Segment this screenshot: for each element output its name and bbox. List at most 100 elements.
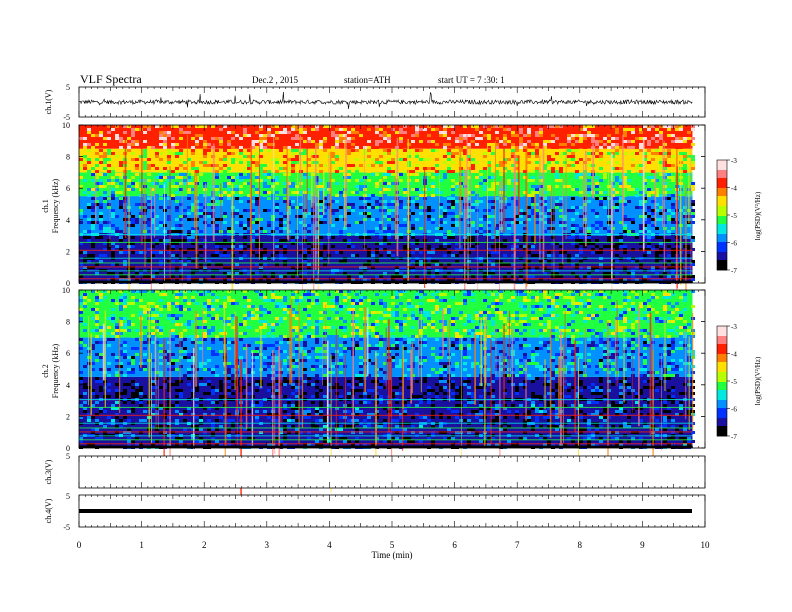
spectrogram-cell	[339, 212, 343, 215]
spectrogram-cell	[79, 404, 83, 407]
spectrogram-cell	[367, 212, 371, 215]
spectrogram-cell	[519, 161, 523, 164]
spectrogram-cell	[519, 215, 523, 218]
spectrogram-cell	[239, 149, 243, 152]
spectrogram-cell	[627, 272, 631, 275]
spectrogram-cell	[119, 386, 123, 389]
spectrogram-cell	[291, 239, 295, 242]
spectrogram-cell	[259, 254, 263, 257]
spectrogram-cell	[107, 131, 111, 134]
spectrogram-cell	[431, 134, 435, 137]
spectrogram-streak	[592, 143, 594, 199]
spectrogram-cell	[295, 215, 299, 218]
spectrogram-cell	[111, 353, 115, 356]
spectrogram-cell	[575, 206, 579, 209]
spectrogram-cell	[175, 209, 179, 212]
spectrogram-cell	[227, 146, 231, 149]
spectrogram-cell	[147, 206, 151, 209]
spectrogram-cell	[219, 170, 223, 173]
spectrogram-cell	[319, 242, 323, 245]
ch1-spec-ylabel-frequency: Frequency (kHz)	[51, 178, 60, 233]
spectrogram-cell	[255, 221, 259, 224]
spectrogram-cell	[667, 173, 671, 176]
spectrogram-cell	[683, 212, 687, 215]
spectrogram-cell	[151, 188, 155, 191]
spectrogram-cell	[583, 137, 587, 140]
spectrogram-cell	[227, 419, 231, 422]
spectrogram-cell	[271, 179, 275, 182]
spectrogram-cell	[407, 134, 411, 137]
spectrogram-cell	[251, 146, 255, 149]
spectrogram-cell	[651, 137, 655, 140]
spectrogram-cell	[419, 254, 423, 257]
spectrogram-cell	[203, 314, 207, 317]
spectrogram-cell	[223, 155, 227, 158]
spectrogram-cell	[467, 236, 471, 239]
spectrogram-cell	[119, 371, 123, 374]
spectrogram-cell	[555, 131, 559, 134]
spectrogram-cell	[111, 332, 115, 335]
spectrogram-cell	[127, 437, 131, 440]
spectrogram-cell	[315, 245, 319, 248]
spectrogram-cell	[243, 155, 247, 158]
spectrogram-cell	[275, 278, 279, 281]
spectrogram-cell	[607, 155, 611, 158]
spectrogram-cell	[119, 332, 123, 335]
spectrogram-cell	[171, 260, 175, 263]
spectrogram-cell	[163, 407, 167, 410]
spectrogram-cell	[523, 203, 527, 206]
spectrogram-cell	[235, 272, 239, 275]
spectrogram-streak	[297, 161, 298, 277]
spectrogram-cell	[267, 170, 271, 173]
spectrogram-cell	[611, 167, 615, 170]
spectrogram-cell	[287, 374, 291, 377]
spectrogram-cell	[111, 389, 115, 392]
spectrogram-cell	[591, 266, 595, 269]
spectrogram-cell	[131, 386, 135, 389]
spectrogram-cell	[123, 386, 127, 389]
spectrogram-cell	[387, 125, 391, 128]
spectrogram-cell	[191, 152, 195, 155]
spectrogram-cell	[547, 239, 551, 242]
spectrogram-cell	[487, 209, 491, 212]
spectrogram-cell	[339, 128, 343, 131]
spectrogram-cell	[415, 134, 419, 137]
spectrogram-streak	[186, 134, 188, 190]
spectrogram-cell	[647, 242, 651, 245]
spectrogram-cell	[283, 362, 287, 365]
spectrogram-cell	[243, 134, 247, 137]
spectrogram-cell	[295, 128, 299, 131]
spectrogram-cell	[311, 161, 315, 164]
spectrogram-cell	[663, 227, 667, 230]
spectrogram-cell	[271, 299, 275, 302]
spectrogram-cell	[415, 203, 419, 206]
spectrogram-cell	[159, 131, 163, 134]
spectrogram-cell	[271, 230, 275, 233]
spectrogram-cell	[643, 200, 647, 203]
spectrogram-cell	[299, 206, 303, 209]
spectrogram-cell	[371, 263, 375, 266]
spectrogram-cell	[187, 368, 191, 371]
spectrogram-cell	[587, 275, 591, 278]
spectrogram-cell	[367, 128, 371, 131]
spectrogram-cell	[119, 407, 123, 410]
spectrogram-cell	[623, 203, 627, 206]
spectrogram-cell	[215, 176, 219, 179]
spectrogram-cell	[151, 314, 155, 317]
spectrogram-cell	[151, 278, 155, 281]
spectrogram-cell	[651, 197, 655, 200]
spectrogram-cell	[291, 275, 295, 278]
spectrogram-cell	[435, 251, 439, 254]
spectrogram-cell	[115, 185, 119, 188]
spectrogram-cell	[383, 239, 387, 242]
spectrogram-cell	[171, 362, 175, 365]
spectrogram-cell	[643, 194, 647, 197]
spectrogram-cell	[659, 212, 663, 215]
spectrogram-cell	[183, 224, 187, 227]
spectrogram-cell	[199, 347, 203, 350]
spectrogram-cell	[559, 251, 563, 254]
spectrogram-cell	[367, 164, 371, 167]
spectrogram-cell	[551, 152, 555, 155]
spectrogram-cell	[435, 149, 439, 152]
spectrogram-cell	[203, 278, 207, 281]
